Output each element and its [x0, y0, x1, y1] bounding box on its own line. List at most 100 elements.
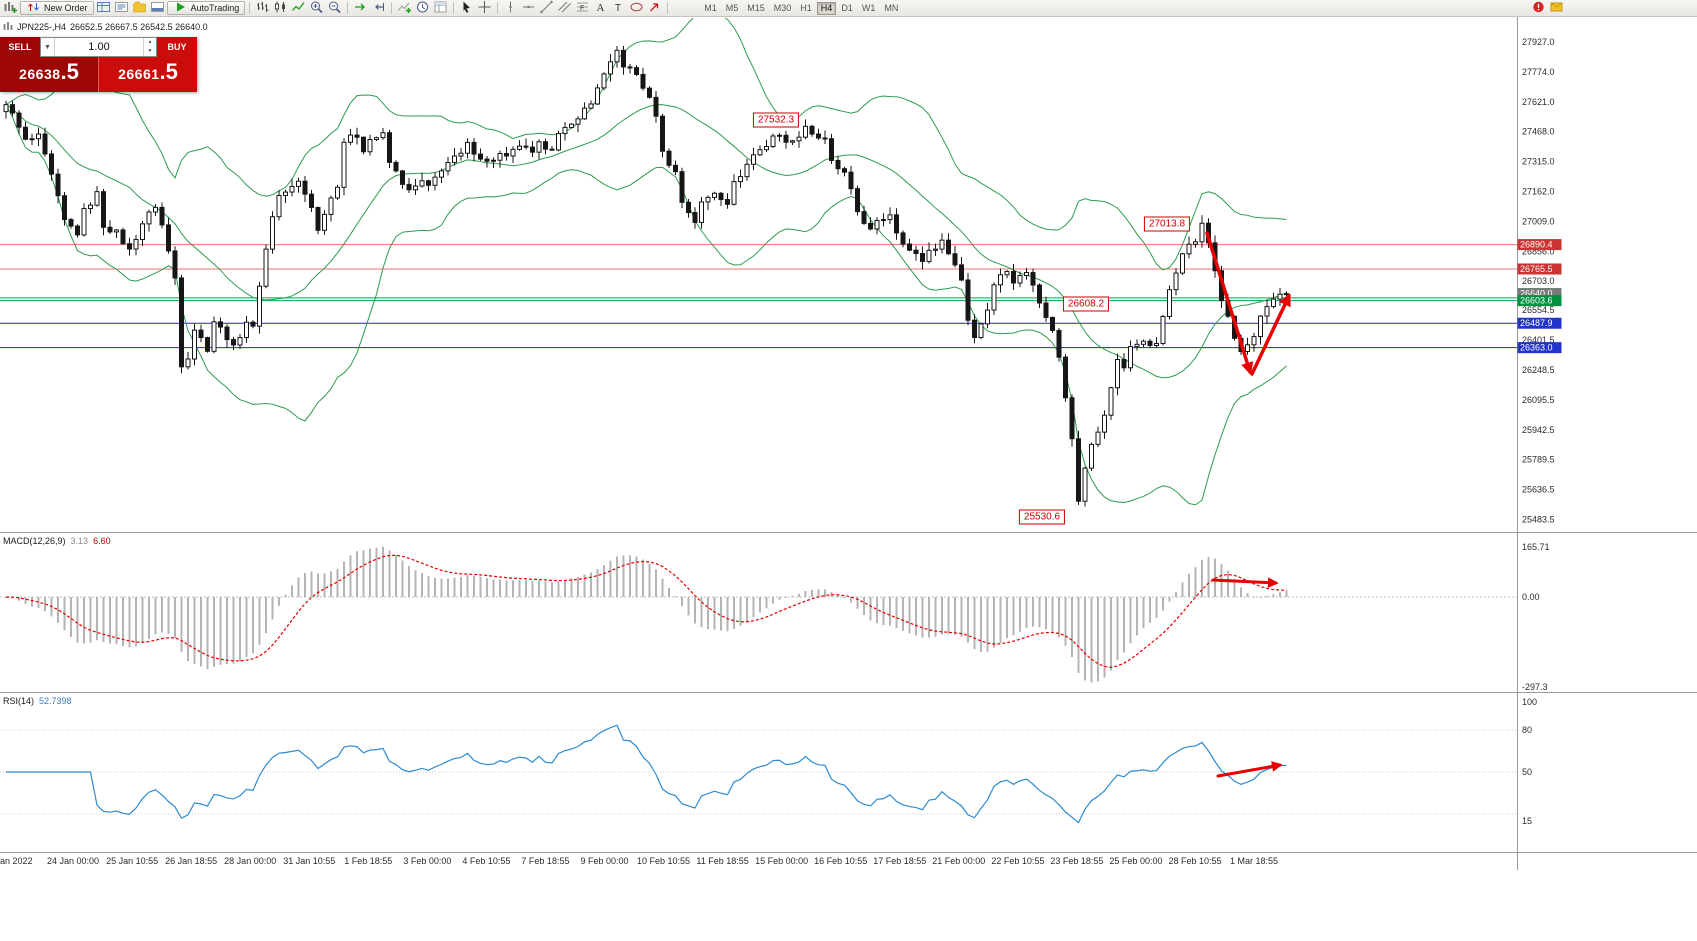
price-annotation[interactable]: 25530.6 [1018, 509, 1066, 525]
timeframe-D1-button[interactable]: D1 [837, 2, 857, 15]
toolbar-fibo-button[interactable]: F [574, 1, 591, 16]
price-annotation[interactable]: 26608.2 [1062, 296, 1110, 312]
buy-price-main: 26661 [118, 66, 160, 82]
toolbar-new-chart-button[interactable] [2, 1, 19, 16]
toolbar-text-a-button[interactable]: A [592, 1, 609, 16]
label-t-icon: T [611, 0, 626, 17]
new-order-button[interactable]: New Order [20, 1, 94, 15]
svg-text:4 Feb 10:55: 4 Feb 10:55 [462, 856, 510, 866]
channel-icon [557, 0, 572, 17]
toolbar-auto-scroll-button[interactable] [352, 1, 369, 16]
svg-text:7 Feb 18:55: 7 Feb 18:55 [521, 856, 569, 866]
toolbar-shapes-button[interactable] [628, 1, 645, 16]
timeframe-W1-button[interactable]: W1 [858, 2, 880, 15]
toolbar-candles-button[interactable] [272, 1, 289, 16]
toolbar-data-window-button[interactable] [113, 1, 130, 16]
market-watch-icon [96, 0, 111, 17]
toolbar-indicators-button[interactable] [396, 1, 413, 16]
chart-icon [3, 21, 13, 33]
alerts-icon [1531, 0, 1546, 17]
svg-text:15: 15 [1522, 816, 1532, 826]
svg-text:26363.0: 26363.0 [1520, 343, 1553, 353]
timeframe-M30-button[interactable]: M30 [770, 2, 796, 15]
new-order-icon [26, 0, 41, 16]
svg-text:22 Feb 10:55: 22 Feb 10:55 [991, 856, 1044, 866]
candlestick-series [3, 45, 1289, 507]
line-chart-icon [291, 0, 306, 17]
svg-text:27162.0: 27162.0 [1522, 187, 1555, 197]
sell-button[interactable]: SELL [0, 37, 40, 57]
toolbar-line-chart-button[interactable] [290, 1, 307, 16]
sell-price[interactable]: 26638 .5 [0, 57, 98, 92]
fibo-icon: F [575, 0, 590, 17]
toolbar-terminal-button[interactable] [149, 1, 166, 16]
rsi-name: RSI(14) [3, 696, 35, 706]
sell-price-frac: .5 [60, 59, 79, 84]
price-annotation[interactable]: 27532.3 [752, 112, 800, 128]
hline-icon [521, 0, 536, 17]
buy-button[interactable]: BUY [157, 37, 197, 57]
svg-text:26603.6: 26603.6 [1520, 296, 1553, 306]
data-window-icon [114, 0, 129, 17]
toolbar-zoom-out-button[interactable] [326, 1, 343, 16]
timeframe-M5-button[interactable]: M5 [722, 2, 743, 15]
rsi-axis-labels: 100 80 50 15 [1522, 697, 1537, 826]
rsi-panel-label: RSI(14) 52.7398 [3, 696, 72, 706]
autotrading-label: AutoTrading [190, 3, 240, 13]
svg-text:25 Jan 10:55: 25 Jan 10:55 [106, 856, 158, 866]
toolbar-separator [249, 2, 251, 14]
toolbar-crosshair-button[interactable] [476, 0, 493, 17]
buy-price[interactable]: 26661 .5 [98, 57, 197, 92]
toolbar-templates-button[interactable] [432, 1, 449, 16]
symbol-period-label: JPN225-,H4 [17, 22, 67, 32]
svg-text:1 Feb 18:55: 1 Feb 18:55 [344, 856, 392, 866]
timeframe-M15-button[interactable]: M15 [743, 2, 769, 15]
svg-text:23 Feb 18:55: 23 Feb 18:55 [1050, 856, 1103, 866]
svg-text:25942.5: 25942.5 [1522, 425, 1555, 435]
timeframe-M1-button[interactable]: M1 [700, 2, 721, 15]
toolbar-periods-button[interactable] [414, 1, 431, 16]
timeframe-toolbar: M1 M5 M15 M30 H1 H4 D1 W1 MN [700, 1, 902, 15]
price-annotation[interactable]: 27013.8 [1143, 216, 1191, 232]
shapes-icon [629, 0, 644, 17]
auto-scroll-icon [353, 0, 368, 17]
timeframe-H4-button[interactable]: H4 [816, 1, 837, 15]
rsi-level-lines [0, 729, 1517, 815]
svg-text:26554.5: 26554.5 [1522, 305, 1555, 315]
svg-text:A: A [597, 2, 605, 14]
toolbar-chart-shift-button[interactable] [370, 1, 387, 16]
svg-text:165.71: 165.71 [1522, 542, 1550, 552]
volume-input[interactable] [55, 38, 143, 56]
toolbar-channel-button[interactable] [556, 1, 573, 16]
volume-dropdown[interactable]: ▼ [41, 38, 55, 56]
templates-icon [433, 0, 448, 17]
toolbar-arrow-tool-button[interactable] [646, 1, 663, 16]
toolbar-news-button[interactable] [1548, 1, 1565, 16]
toolbar-hline-button[interactable] [520, 1, 537, 16]
svg-text:31 Jan 10:55: 31 Jan 10:55 [283, 856, 335, 866]
drawn-arrow-objects[interactable] [1205, 231, 1291, 778]
toolbar-market-watch-button[interactable] [95, 1, 112, 16]
timeframe-MN-button[interactable]: MN [880, 2, 902, 15]
toolbar-label-t-button[interactable]: T [610, 1, 627, 16]
macd-panel-label: MACD(12,26,9) 3.13 6.60 [3, 536, 111, 546]
svg-text:50: 50 [1522, 767, 1532, 777]
svg-text:26640.0: 26640.0 [1520, 289, 1553, 299]
toolbar-alerts-button[interactable] [1530, 1, 1547, 16]
periods-icon [415, 0, 430, 17]
volume-spinner[interactable]: ▲ ▼ [143, 38, 156, 56]
toolbar-navigator-button[interactable] [131, 1, 148, 16]
timeframe-H1-button[interactable]: H1 [796, 2, 816, 15]
toolbar-trendline-button[interactable] [538, 0, 555, 16]
crosshair-icon [477, 0, 492, 17]
time-axis-labels: Jan 2022 24 Jan 00:00 25 Jan 10:55 26 Jan 1… [0, 856, 1278, 866]
autotrading-button[interactable]: AutoTrading [166, 1, 246, 15]
toolbar-zoom-in-button[interactable] [308, 1, 325, 16]
bollinger-bands [5, 18, 1287, 506]
toolbar-bars-button[interactable] [254, 1, 271, 16]
macd-signal-line [5, 554, 1287, 668]
toolbar-vline-button[interactable] [502, 1, 519, 16]
toolbar-cursor-button[interactable] [458, 1, 475, 16]
zoom-in-icon [309, 0, 324, 17]
